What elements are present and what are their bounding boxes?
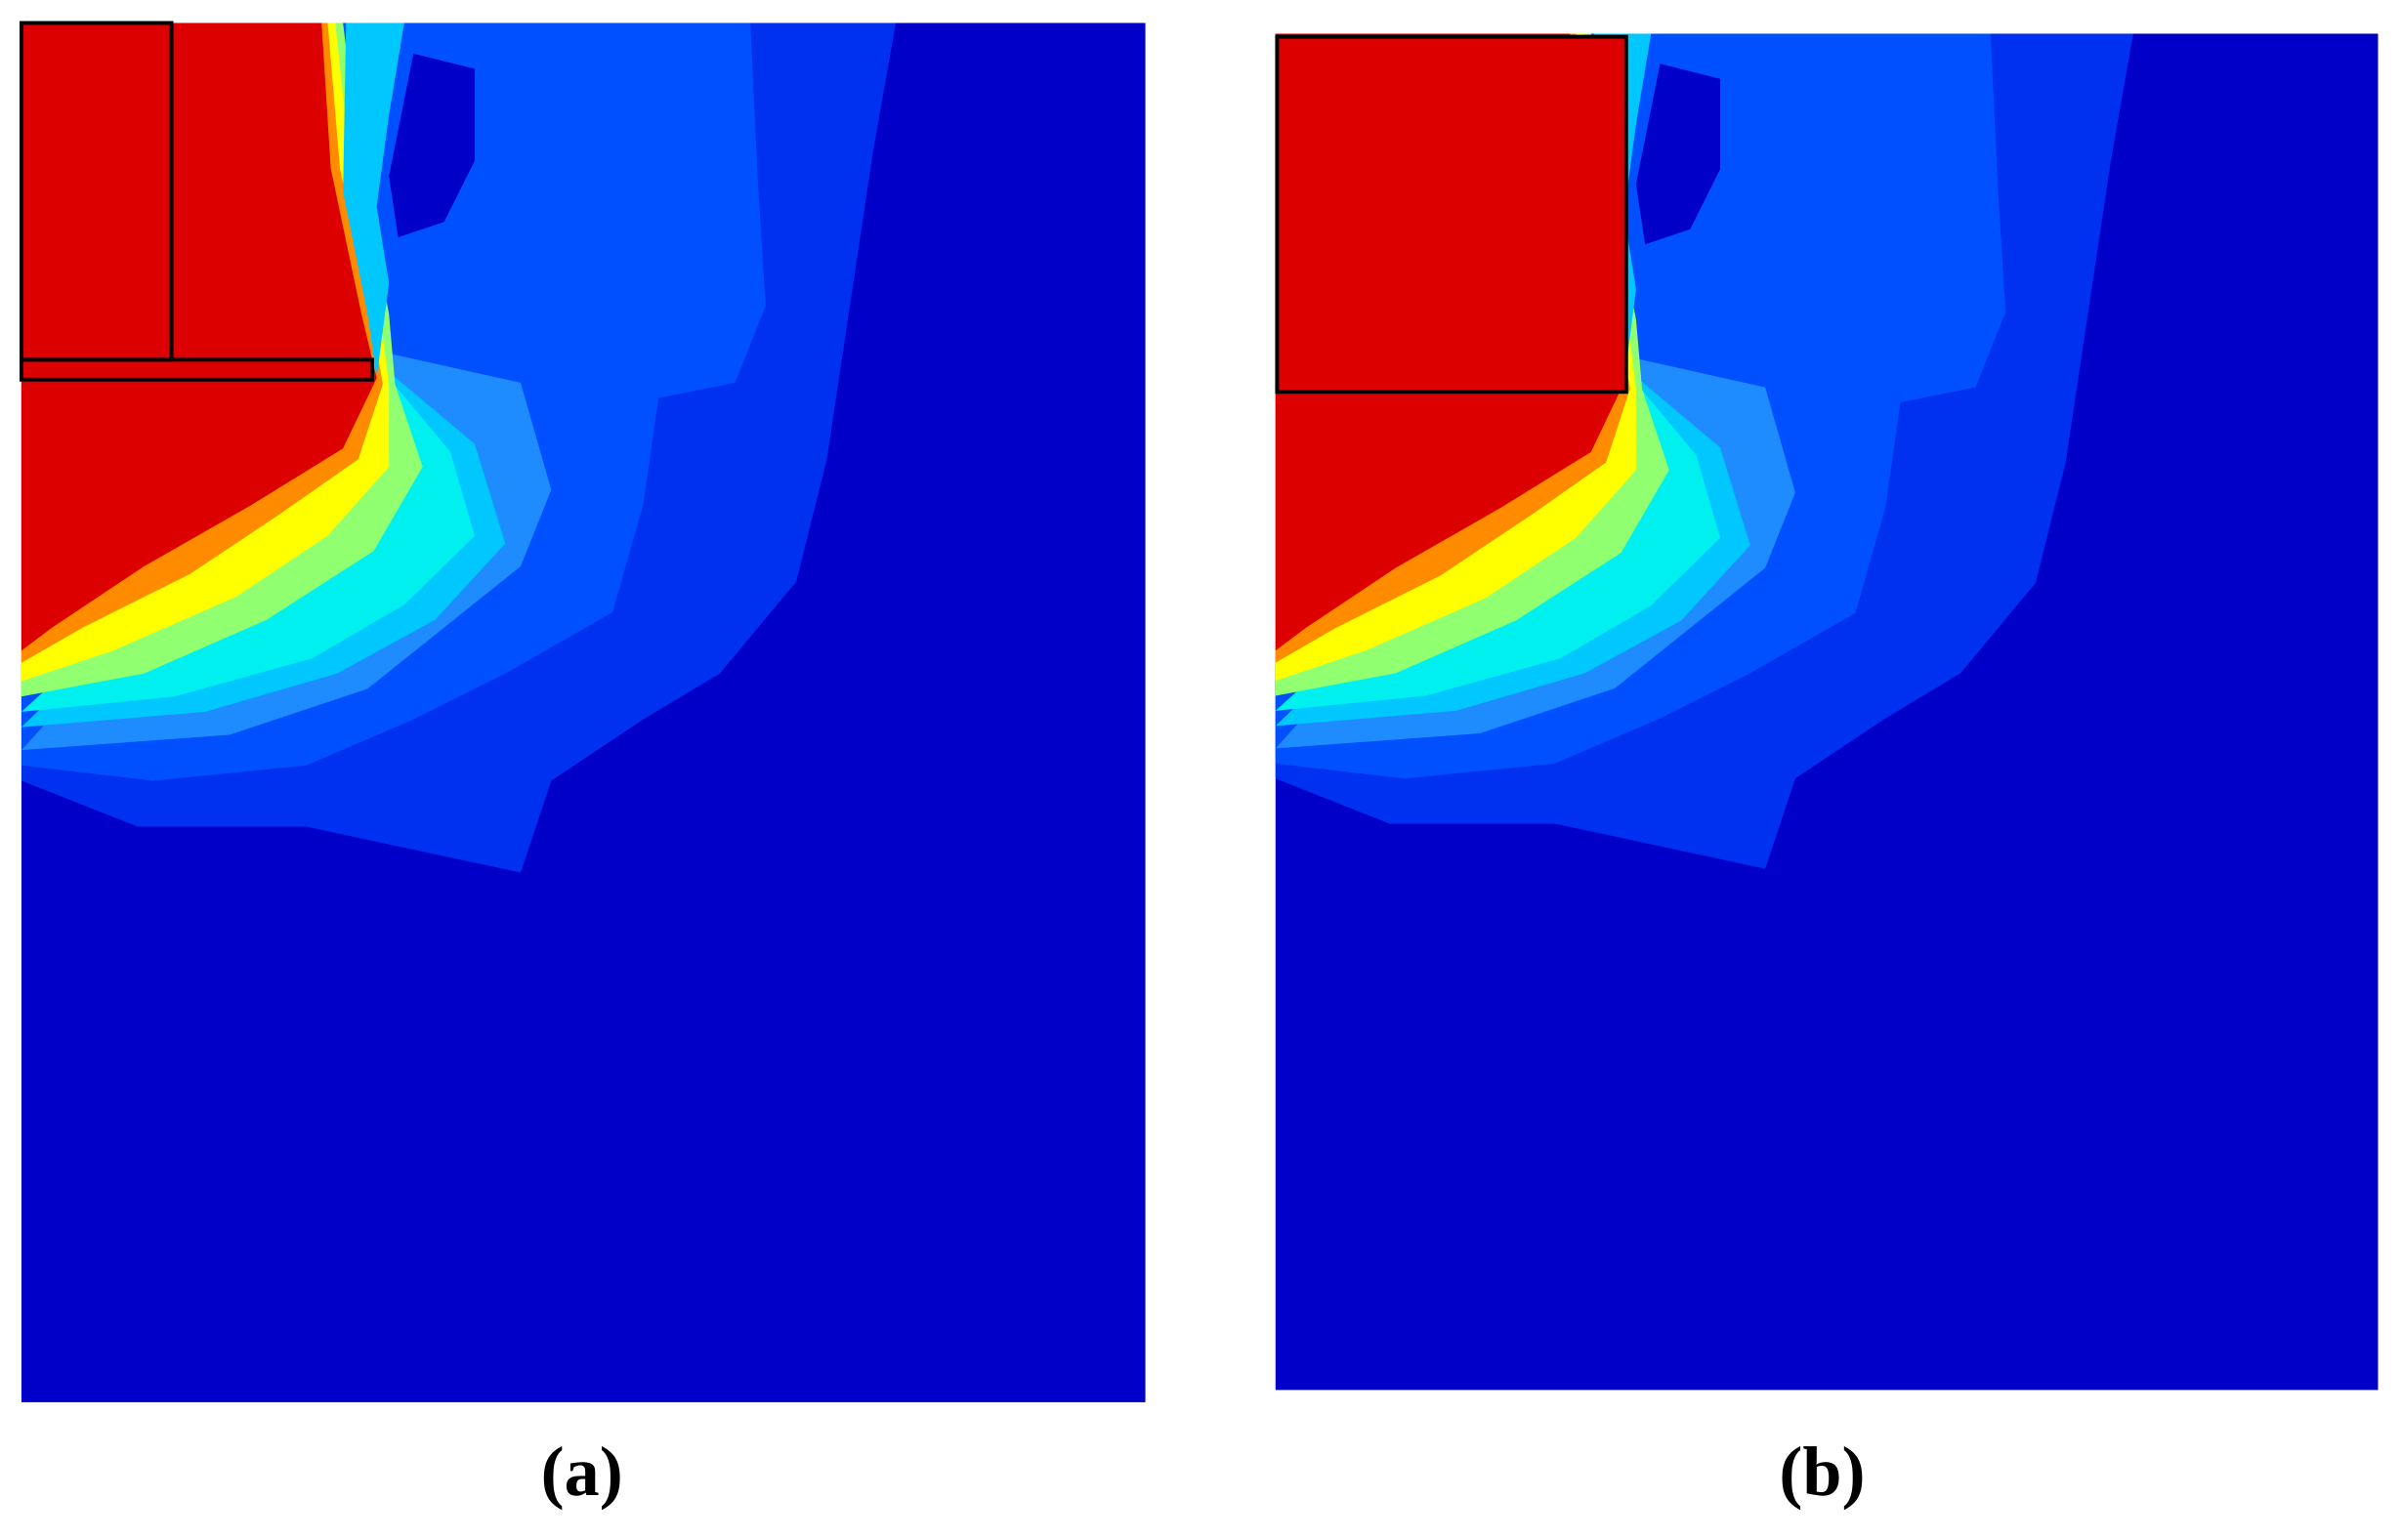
outline [1275, 34, 1628, 395]
panel-a: (a) [19, 21, 1146, 1511]
panel-b: (b) [1275, 33, 2379, 1511]
outline [19, 357, 374, 382]
panel-label: (a) [541, 1433, 623, 1511]
panel-label: (b) [1779, 1433, 1865, 1511]
